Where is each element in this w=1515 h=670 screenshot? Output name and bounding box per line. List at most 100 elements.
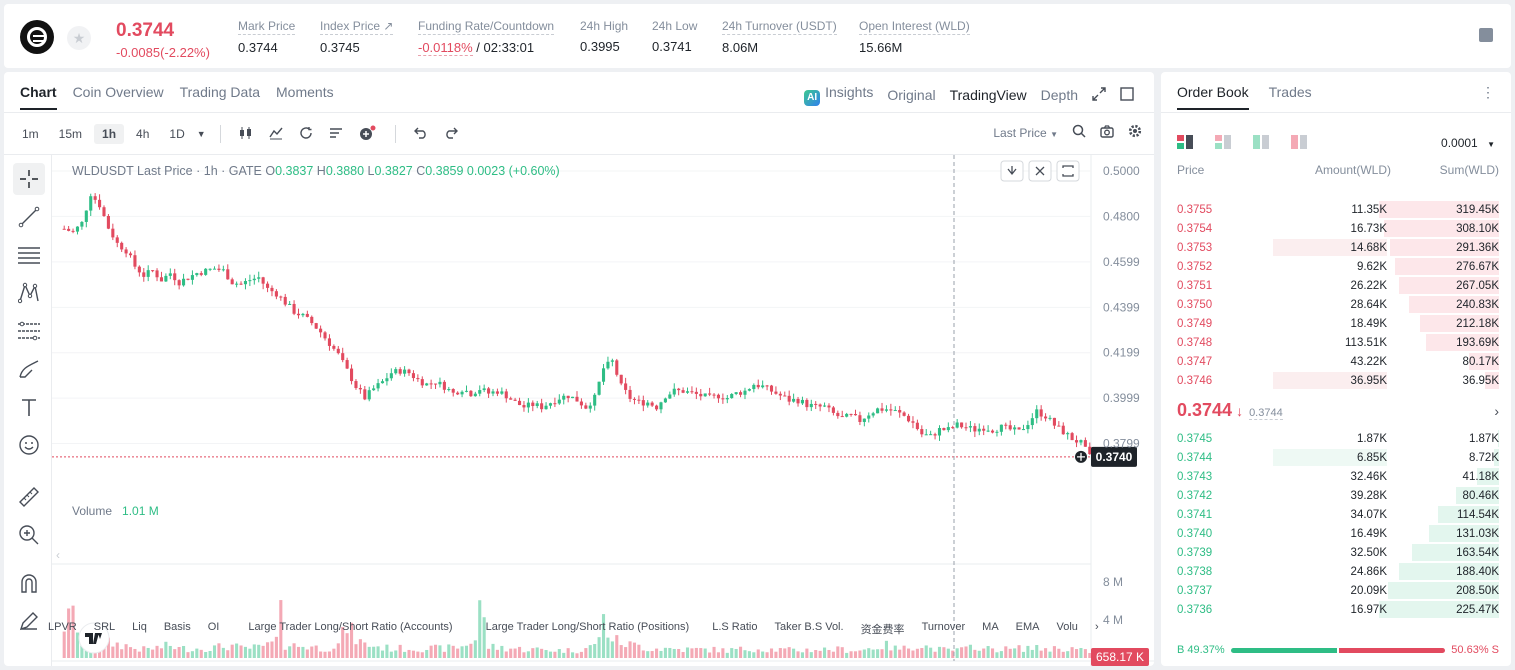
timeframe-1m[interactable]: 1m — [22, 127, 39, 141]
ask-row[interactable]: 0.3751 26.22K 267.05K — [1161, 276, 1511, 295]
volume-bar — [982, 648, 986, 658]
pencil-lock-icon[interactable] — [13, 605, 45, 637]
stat-open-interest: Open Interest (WLD) 15.66M — [859, 19, 970, 55]
indicator-ma[interactable]: MA — [982, 621, 999, 633]
indicator-srl[interactable]: SRL — [93, 621, 116, 633]
tab-chart[interactable]: Chart — [20, 84, 57, 110]
timeframe-15m[interactable]: 15m — [58, 127, 83, 141]
favorite-star-icon[interactable]: ★ — [67, 26, 91, 50]
more-options-icon[interactable]: ⋮ — [1481, 84, 1495, 100]
magnet-icon[interactable] — [13, 567, 45, 599]
add-alert-icon[interactable] — [359, 125, 377, 144]
tab-moments[interactable]: Moments — [276, 84, 334, 100]
ask-row[interactable]: 0.3750 28.64K 240.83K — [1161, 295, 1511, 314]
pattern-tool-icon[interactable] — [13, 277, 45, 309]
timeframe-1d[interactable]: 1D — [169, 127, 185, 141]
crosshair-icon[interactable] — [13, 163, 45, 195]
bid-row[interactable]: 0.3737 20.09K 208.50K — [1161, 581, 1511, 600]
ruler-icon[interactable] — [13, 481, 45, 513]
chevron-right-icon[interactable]: › — [1494, 403, 1499, 419]
insights-button[interactable]: AI Insights — [804, 84, 873, 106]
indicator-lt-ratio-accounts[interactable]: Large Trader Long/Short Ratio (Accounts) — [248, 621, 453, 633]
text-tool-icon[interactable] — [13, 391, 45, 423]
trend-line-icon[interactable] — [13, 201, 45, 233]
indicator-liq[interactable]: Liq — [132, 621, 147, 633]
indicator-funding-rate[interactable]: 资金费率 — [860, 624, 905, 636]
stat-label[interactable]: Funding Rate/Countdown — [418, 19, 555, 35]
indicator-lpvr[interactable]: LPVR — [48, 621, 77, 633]
indicator-volume[interactable]: Volu — [1056, 621, 1078, 633]
bid-row[interactable]: 0.3739 32.50K 163.54K — [1161, 543, 1511, 562]
tab-coin-overview[interactable]: Coin Overview — [72, 84, 164, 100]
emoji-icon[interactable] — [13, 429, 45, 461]
mode-both-alt-icon[interactable] — [1215, 135, 1231, 149]
view-original[interactable]: Original — [887, 87, 936, 103]
stat-label[interactable]: 24h Turnover (USDT) — [722, 19, 837, 35]
ask-row[interactable]: 0.3753 14.68K 291.36K — [1161, 238, 1511, 257]
bid-row[interactable]: 0.3741 34.07K 114.54K — [1161, 505, 1511, 524]
view-depth[interactable]: Depth — [1040, 87, 1078, 103]
fibonacci-icon[interactable] — [13, 315, 45, 347]
refresh-icon[interactable] — [299, 126, 313, 143]
ask-row[interactable]: 0.3752 9.62K 276.67K — [1161, 257, 1511, 276]
fit-screen-icon[interactable] — [1056, 160, 1080, 182]
stat-label[interactable]: Mark Price — [238, 19, 296, 35]
chevron-right-icon[interactable]: › — [1094, 621, 1099, 633]
mode-asks-icon[interactable] — [1291, 135, 1307, 149]
bid-row[interactable]: 0.3743 32.46K 41.18K — [1161, 467, 1511, 486]
ask-row[interactable]: 0.3746 36.95K 36.95K — [1161, 371, 1511, 390]
settings-gear-icon[interactable] — [1128, 124, 1142, 141]
bid-row[interactable]: 0.3744 6.85K 8.72K — [1161, 448, 1511, 467]
mid-price-row[interactable]: 0.3744 ↓ 0.3744 › — [1177, 400, 1499, 421]
search-icon[interactable] — [1072, 124, 1086, 141]
camera-icon[interactable] — [1100, 124, 1114, 141]
tab-order-book[interactable]: Order Book — [1177, 84, 1249, 110]
window-icon[interactable] — [1120, 86, 1134, 104]
indicators-icon[interactable] — [269, 126, 283, 143]
mode-both-icon[interactable] — [1177, 135, 1193, 149]
bid-row[interactable]: 0.3738 24.86K 188.40K — [1161, 562, 1511, 581]
stat-label[interactable]: Open Interest (WLD) — [859, 19, 970, 35]
candle-body — [747, 389, 751, 391]
ask-row[interactable]: 0.3754 16.73K 308.10K — [1161, 219, 1511, 238]
scroll-down-icon[interactable] — [1000, 160, 1024, 182]
ask-row[interactable]: 0.3755 11.35K 319.45K — [1161, 200, 1511, 219]
horizontal-lines-icon[interactable] — [13, 239, 45, 271]
redo-icon[interactable] — [444, 127, 458, 142]
indicator-oi[interactable]: OI — [207, 621, 220, 633]
bid-row[interactable]: 0.3740 16.49K 131.03K — [1161, 524, 1511, 543]
indicator-ls-ratio[interactable]: L.S Ratio — [712, 621, 758, 633]
tab-trades[interactable]: Trades — [1268, 84, 1312, 100]
notes-icon[interactable] — [1479, 28, 1493, 42]
bid-row[interactable]: 0.3736 16.97K 225.47K — [1161, 600, 1511, 619]
timeframe-dropdown-icon[interactable]: ▼ — [196, 129, 206, 139]
last-price-select[interactable]: Last Price ▼ — [993, 126, 1058, 140]
mode-bids-icon[interactable] — [1253, 135, 1269, 149]
zoom-in-icon[interactable] — [13, 519, 45, 551]
stat-funding-rate: Funding Rate/Countdown -0.0118% / 02:33:… — [418, 19, 555, 56]
indicator-turnover[interactable]: Turnover — [921, 621, 966, 633]
collapse-icon[interactable] — [1028, 160, 1052, 182]
ask-row[interactable]: 0.3749 18.49K 212.18K — [1161, 314, 1511, 333]
ohlc-legend: WLDUSDT Last Price · 1h · GATE O0.3837 H… — [72, 164, 560, 178]
indicator-ema[interactable]: EMA — [1015, 621, 1040, 633]
bid-row[interactable]: 0.3745 1.87K 1.87K — [1161, 429, 1511, 448]
view-tradingview[interactable]: TradingView — [949, 87, 1027, 103]
indicator-lt-ratio-positions[interactable]: Large Trader Long/Short Ratio (Positions… — [485, 621, 690, 633]
timeframe-1h[interactable]: 1h — [94, 124, 125, 144]
stat-label[interactable]: Index Price ↗ — [320, 19, 394, 35]
bid-row[interactable]: 0.3742 39.28K 80.46K — [1161, 486, 1511, 505]
candles-icon[interactable] — [239, 126, 253, 143]
expand-icon[interactable] — [1092, 86, 1106, 104]
templates-icon[interactable] — [329, 126, 343, 143]
ask-row[interactable]: 0.3747 43.22K 80.17K — [1161, 352, 1511, 371]
timeframe-4h[interactable]: 4h — [136, 127, 150, 141]
indicator-basis[interactable]: Basis — [163, 621, 191, 633]
precision-select[interactable]: 0.0001 ▼ — [1441, 136, 1495, 150]
indicator-taker-bs-vol[interactable]: Taker B.S Vol. — [774, 621, 844, 633]
brush-icon[interactable] — [13, 353, 45, 385]
ask-row[interactable]: 0.3748 113.51K 193.69K — [1161, 333, 1511, 352]
undo-icon[interactable] — [413, 127, 428, 142]
tab-trading-data[interactable]: Trading Data — [179, 84, 261, 100]
